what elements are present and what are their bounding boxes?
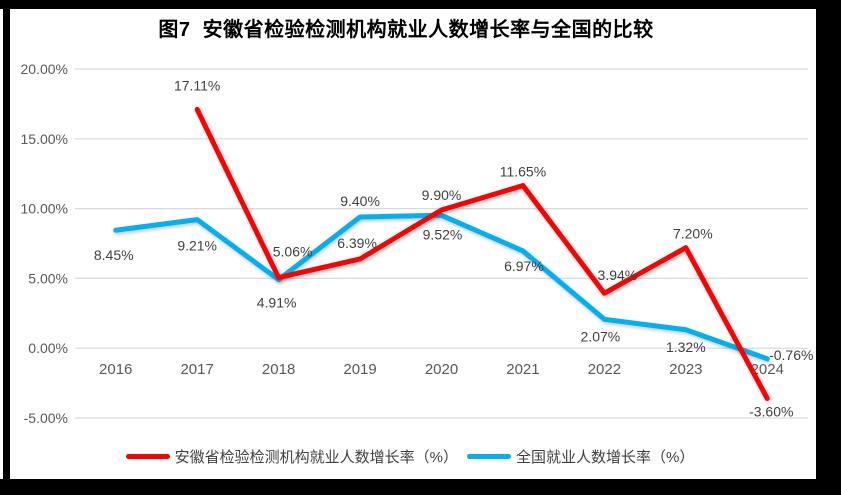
legend-item-national: 全国就业人数增长率（%） xyxy=(467,446,694,467)
data-label-anhui-2020: 9.90% xyxy=(422,187,462,203)
data-label-anhui-2022: 3.94% xyxy=(598,267,638,283)
data-label-national-2016: 8.45% xyxy=(94,247,134,263)
legend-swatch-anhui-line-icon xyxy=(125,453,170,459)
data-label-national-2024: -0.76% xyxy=(769,347,813,363)
data-label-national-2022: 2.07% xyxy=(581,328,621,344)
frame-border-bottom xyxy=(0,479,841,495)
x-tick-label: 2016 xyxy=(99,361,132,378)
data-label-national-2018: 4.91% xyxy=(257,295,297,311)
frame-border-top xyxy=(0,0,841,9)
data-label-anhui-2018: 5.06% xyxy=(273,244,313,260)
data-label-national-2023: 1.32% xyxy=(666,339,706,355)
x-tick-label: 2020 xyxy=(425,361,458,378)
x-tick-label: 2018 xyxy=(262,361,295,378)
legend-label-national: 全国就业人数增长率（%） xyxy=(516,448,695,466)
y-tick-label: 5.00% xyxy=(28,270,68,286)
y-tick-label: 0.00% xyxy=(28,340,68,356)
y-tick-label: 20.00% xyxy=(21,61,68,77)
frame-border-left xyxy=(3,0,10,482)
x-tick-label: 2021 xyxy=(506,361,539,378)
data-label-national-2021: 6.97% xyxy=(504,258,544,274)
legend-label-anhui: 安徽省检验检测机构就业人数增长率（%） xyxy=(174,448,458,466)
data-label-anhui-2017: 17.11% xyxy=(174,77,220,93)
chart-title: 图7 安徽省检验检测机构就业人数增长率与全国的比较 xyxy=(158,19,654,41)
x-tick-label: 2019 xyxy=(343,361,376,378)
y-tick-label: -5.00% xyxy=(24,410,68,426)
series-line-national xyxy=(113,212,770,362)
series-line-anhui xyxy=(194,106,770,401)
legend: 安徽省检验检测机构就业人数增长率（%） 全国就业人数增长率（%） xyxy=(0,444,820,468)
x-tick-label: 2022 xyxy=(588,361,621,378)
data-label-national-2020: 9.52% xyxy=(423,226,463,242)
x-tick-label: 2024 xyxy=(751,361,784,378)
x-tick-label: 2017 xyxy=(180,361,213,378)
y-tick-label: 10.00% xyxy=(21,201,68,217)
data-label-anhui-2021: 11.65% xyxy=(500,164,546,180)
data-label-anhui-2019: 6.39% xyxy=(337,235,377,251)
data-label-national-2019: 9.40% xyxy=(340,193,380,209)
legend-swatch-national-line-icon xyxy=(467,453,511,459)
data-label-national-2017: 9.21% xyxy=(177,238,217,254)
data-label-anhui-2023: 7.20% xyxy=(673,226,713,242)
data-label-anhui-2024: -3.60% xyxy=(749,403,793,419)
legend-item-anhui: 安徽省检验检测机构就业人数增长率（%） xyxy=(125,446,458,467)
x-tick-label: 2023 xyxy=(669,361,702,378)
frame-border-right xyxy=(816,0,841,495)
y-tick-label: 15.00% xyxy=(21,131,68,147)
